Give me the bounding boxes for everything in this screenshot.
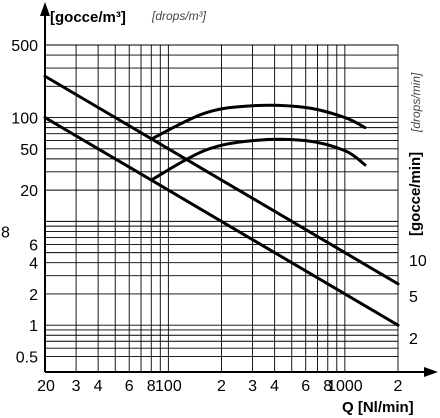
y2-tick-label: 5 bbox=[409, 289, 418, 306]
y-tick-label: 20 bbox=[20, 183, 38, 200]
axes bbox=[40, 2, 438, 377]
y-tick-label: 1 bbox=[29, 318, 38, 335]
series-line-4 bbox=[149, 137, 367, 182]
x-tick-label: 4 bbox=[94, 378, 103, 395]
y-axis-label-alt: [drops/m³] bbox=[151, 9, 207, 23]
y-tick-label: 100 bbox=[11, 111, 38, 128]
series-line-3 bbox=[149, 103, 367, 141]
series-line-1 bbox=[43, 74, 400, 286]
x-tick-label: 100 bbox=[155, 378, 182, 395]
x-tick-label: 1000 bbox=[327, 378, 363, 395]
x-tick-label: 6 bbox=[125, 378, 134, 395]
y-tick-label: 0.5 bbox=[16, 349, 38, 366]
y-tick-label: 2 bbox=[29, 287, 38, 304]
series-group bbox=[43, 74, 400, 327]
x-axis-label: Q [Nl/min] bbox=[342, 399, 414, 416]
x-tick-label: 8 bbox=[323, 378, 332, 395]
x-tick-label: 3 bbox=[72, 378, 81, 395]
y-tick-label: 4 bbox=[29, 256, 38, 273]
grid bbox=[44, 44, 399, 372]
x-axis-arrow bbox=[424, 367, 438, 377]
y-tick-label: 8 bbox=[1, 224, 10, 241]
y-axis-arrow bbox=[40, 2, 50, 16]
x-tick-label: 20 bbox=[37, 378, 55, 395]
y2-tick-label: 2 bbox=[409, 331, 418, 348]
y-tick-label: 500 bbox=[11, 38, 38, 55]
x-tick-label: 2 bbox=[217, 378, 226, 395]
x-tick-label: 4 bbox=[270, 378, 279, 395]
x-tick-label: 3 bbox=[248, 378, 257, 395]
x-tick-label: 8 bbox=[147, 378, 156, 395]
x-tick-label: 2 bbox=[394, 378, 403, 395]
y-tick-label: 6 bbox=[29, 237, 38, 254]
y2-axis-label-alt: [drops/min] bbox=[409, 72, 423, 133]
y-axis-label: [gocce/m³] bbox=[50, 9, 126, 26]
series-line-2 bbox=[43, 116, 400, 327]
y2-axis-label: [gocce/min] bbox=[407, 152, 424, 236]
y2-tick-label: 10 bbox=[409, 253, 427, 270]
x-tick-label: 6 bbox=[301, 378, 310, 395]
y-tick-label: 50 bbox=[20, 142, 38, 159]
